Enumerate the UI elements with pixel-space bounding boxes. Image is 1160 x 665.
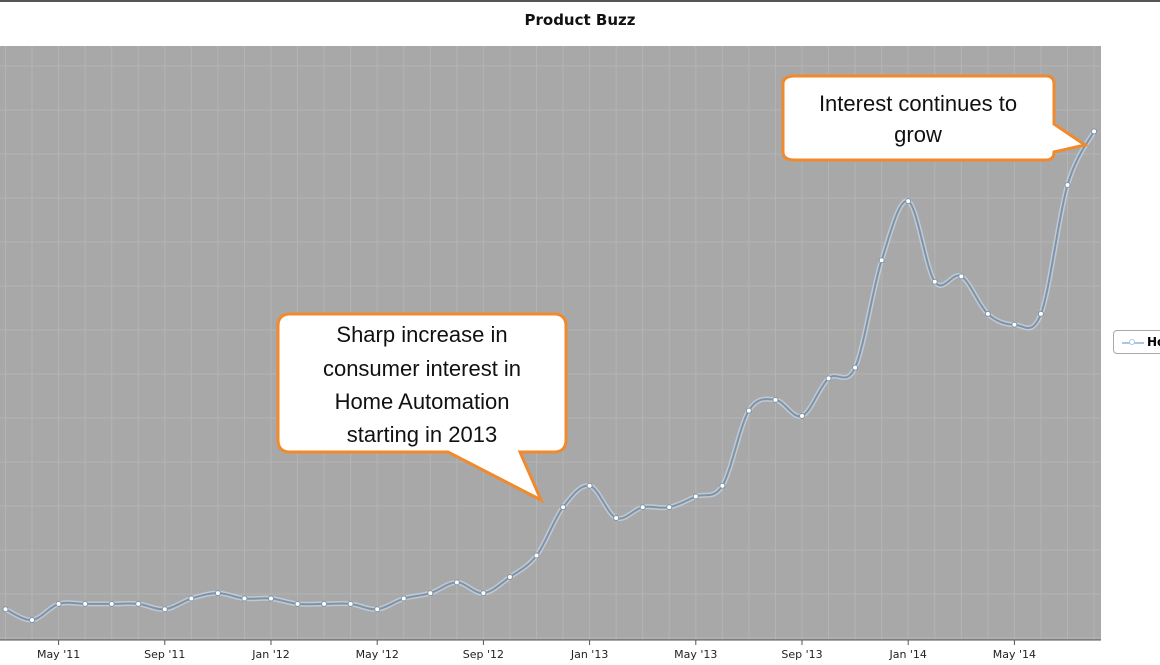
data-point: [1011, 321, 1018, 328]
data-point: [745, 407, 752, 414]
data-point: [268, 595, 274, 602]
annotation-2-line-2: consumer interest in: [323, 356, 521, 381]
data-point: [214, 590, 221, 597]
chart-title: Product Buzz: [524, 11, 636, 29]
x-tick-label: Jan '13: [570, 648, 608, 661]
data-point: [878, 257, 885, 264]
annotation-callout-2: Sharp increase in consumer interest in H…: [276, 312, 568, 504]
data-point: [2, 606, 9, 613]
x-tick-label: May '13: [674, 648, 717, 661]
data-point: [613, 514, 620, 521]
data-point: [29, 617, 36, 623]
data-point: [984, 310, 991, 317]
x-tick-label: Jan '12: [251, 648, 289, 661]
annotation-2-line-3: Home Automation: [335, 389, 510, 414]
legend-label: Ho: [1147, 335, 1160, 349]
legend-marker-icon: [1129, 339, 1135, 345]
data-point: [692, 493, 699, 500]
legend-swatch: [1122, 339, 1144, 345]
data-point: [241, 595, 248, 602]
data-point: [55, 600, 62, 607]
x-axis: May '11 Sep '11 Jan '12 May '12 Sep '12 Jan '…: [37, 640, 1036, 661]
data-point: [427, 590, 434, 597]
data-point: [719, 482, 726, 489]
annotation-1-line-1: Interest continues to: [819, 91, 1017, 116]
data-point: [533, 552, 540, 559]
data-point: [586, 482, 593, 489]
data-point: [852, 364, 859, 371]
data-point: [666, 504, 673, 511]
legend[interactable]: Ho: [1113, 330, 1160, 354]
data-point: [799, 412, 805, 419]
data-point: [480, 590, 487, 597]
data-point: [506, 574, 513, 581]
data-point: [1064, 182, 1071, 189]
x-tick-label: May '11: [37, 648, 80, 661]
data-point: [135, 600, 142, 607]
x-tick-label: Sep '13: [781, 648, 822, 661]
data-point: [1091, 128, 1098, 135]
data-point: [772, 396, 779, 403]
data-point: [958, 273, 965, 280]
annotation-callout-1: Interest continues to grow: [781, 74, 1089, 162]
data-point: [188, 595, 195, 602]
data-point: [825, 375, 832, 382]
data-point: [905, 198, 912, 205]
x-tick-label: Jan '14: [888, 648, 926, 661]
data-point: [108, 600, 115, 607]
x-tick-label: May '12: [356, 648, 399, 661]
grid: [0, 46, 1101, 640]
data-point: [639, 504, 646, 511]
x-tick-label: Sep '11: [144, 648, 185, 661]
data-point: [161, 606, 168, 613]
data-point: [82, 600, 89, 607]
data-point: [347, 600, 354, 607]
x-tick-label: May '14: [993, 648, 1036, 661]
data-point: [400, 595, 407, 602]
data-point: [931, 278, 938, 285]
data-point: [560, 504, 567, 511]
data-point: [374, 606, 381, 613]
data-point: [1037, 310, 1044, 317]
annotation-2-line-1: Sharp increase in: [336, 322, 507, 347]
top-border: [0, 0, 1160, 2]
data-point: [321, 600, 328, 607]
annotation-1-line-2: grow: [894, 122, 942, 147]
series-layer: [2, 128, 1098, 623]
data-point: [294, 600, 301, 607]
x-tick-label: Sep '12: [463, 648, 504, 661]
data-point: [453, 579, 460, 586]
annotation-2-line-4: starting in 2013: [347, 422, 497, 447]
